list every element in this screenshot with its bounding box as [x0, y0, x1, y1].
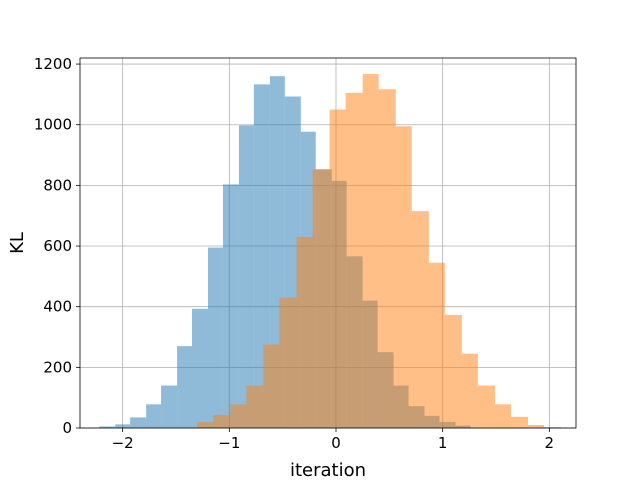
histogram-bar-series-1	[115, 424, 131, 428]
y-axis-label: KL	[7, 232, 28, 254]
histogram-bar-series-2	[197, 421, 214, 428]
histogram-bar-series-2	[494, 404, 511, 428]
x-tick-label: 0	[331, 434, 341, 452]
histogram-bar-series-2	[345, 92, 363, 429]
histogram-bar-series-2	[246, 385, 264, 428]
x-tick-label: −1	[218, 434, 240, 452]
histogram-bar-series-2	[378, 89, 396, 428]
y-tick-label: 1200	[34, 55, 72, 73]
histogram-bar-series-2	[230, 404, 247, 428]
histogram-bar-series-2	[444, 314, 462, 428]
histogram-bar-series-1	[99, 426, 116, 428]
histogram-bar-series-1	[222, 184, 239, 428]
x-tick-label: −2	[112, 434, 134, 452]
y-tick-label: 600	[43, 237, 72, 255]
x-tick-label: 2	[545, 434, 555, 452]
y-tick-label: 400	[43, 298, 72, 316]
histogram-bar-series-1	[192, 308, 208, 428]
histogram-bar-series-1	[130, 417, 147, 428]
y-tick-label: 800	[43, 176, 72, 194]
histogram-bar-series-2	[477, 385, 495, 428]
histogram-bar-series-1	[208, 247, 223, 428]
histogram-bar-series-2	[362, 74, 379, 429]
histogram-bar-series-2	[528, 424, 544, 428]
histogram-bar-series-1	[146, 404, 162, 428]
histogram-bar-series-2	[312, 169, 330, 428]
plot-frame	[79, 57, 577, 429]
histogram-bar-series-2	[395, 126, 412, 428]
histogram-bars	[99, 74, 562, 429]
histogram-bar-series-1	[161, 385, 178, 428]
histogram-bar-series-2	[213, 414, 231, 428]
histogram-bar-series-2	[279, 297, 297, 428]
y-tick-label: 1000	[34, 116, 72, 134]
histogram-bar-series-2	[428, 262, 445, 428]
histogram-bar-series-2	[296, 236, 313, 428]
histogram-bar-series-1	[238, 125, 254, 428]
histogram-bar-series-2	[329, 109, 346, 429]
y-tick-label: 0	[62, 419, 72, 437]
histogram-bar-series-2	[510, 416, 528, 428]
histogram-bar-series-2	[411, 211, 429, 428]
histogram-bar-series-1	[253, 84, 270, 428]
x-axis-label: iteration	[290, 460, 366, 480]
y-tick-label: 200	[43, 358, 72, 376]
histogram-bar-series-1	[177, 346, 192, 428]
axis-ticks: −2 −1 0 1 2 0 200 400 600 800 1000 1200	[34, 55, 554, 452]
histogram-bar-series-2	[544, 427, 562, 428]
histogram-bar-series-2	[263, 344, 280, 428]
histogram-bar-series-2	[461, 353, 478, 428]
x-tick-label: 1	[438, 434, 448, 452]
